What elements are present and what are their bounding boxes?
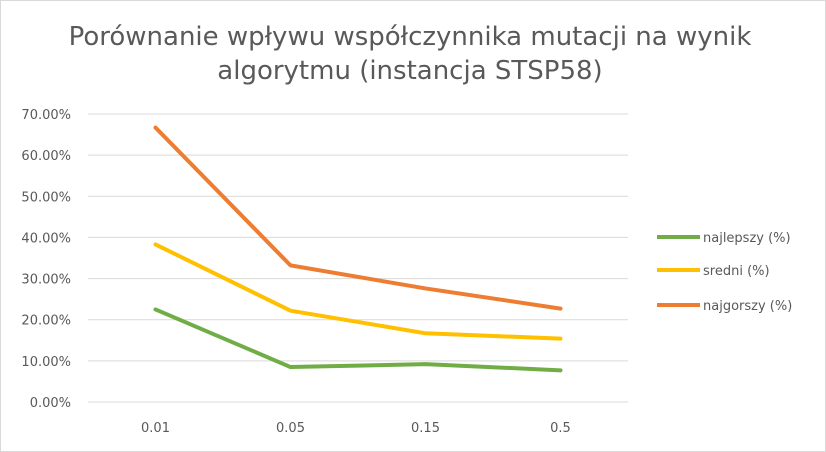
x-tick-label: 0.01 bbox=[141, 421, 170, 436]
legend-label: najgorszy (%) bbox=[703, 299, 792, 314]
y-axis-ticks: 0.00% 10.00% 20.00% 30.00% 40.00% 50.00% 60.00… bbox=[21, 108, 71, 411]
legend-label: sredni (%) bbox=[703, 264, 770, 279]
legend-label: najlepszy (%) bbox=[703, 231, 791, 246]
x-axis-ticks: 0.01 0.05 0.15 0.5 bbox=[141, 421, 571, 436]
y-tick-label: 0.00% bbox=[30, 396, 71, 411]
series-line bbox=[153, 242, 563, 341]
series-line bbox=[153, 307, 563, 373]
y-tick-label: 50.00% bbox=[21, 190, 71, 205]
chart-title: Porównanie wpływu współczynnika mutacji … bbox=[68, 22, 752, 86]
y-tick-label: 20.00% bbox=[21, 314, 71, 329]
series-line bbox=[153, 125, 563, 311]
x-tick-label: 0.5 bbox=[550, 421, 571, 436]
legend: najlepszy (%) sredni (%) najgorszy (%) bbox=[657, 231, 792, 314]
x-tick-label: 0.15 bbox=[411, 421, 440, 436]
y-tick-label: 30.00% bbox=[21, 273, 71, 288]
x-tick-label: 0.05 bbox=[276, 421, 305, 436]
y-tick-label: 60.00% bbox=[21, 149, 71, 164]
y-tick-label: 70.00% bbox=[21, 108, 71, 123]
series-lines bbox=[153, 125, 563, 373]
gridlines bbox=[88, 113, 628, 403]
y-tick-label: 40.00% bbox=[21, 231, 71, 246]
y-tick-label: 10.00% bbox=[21, 355, 71, 370]
